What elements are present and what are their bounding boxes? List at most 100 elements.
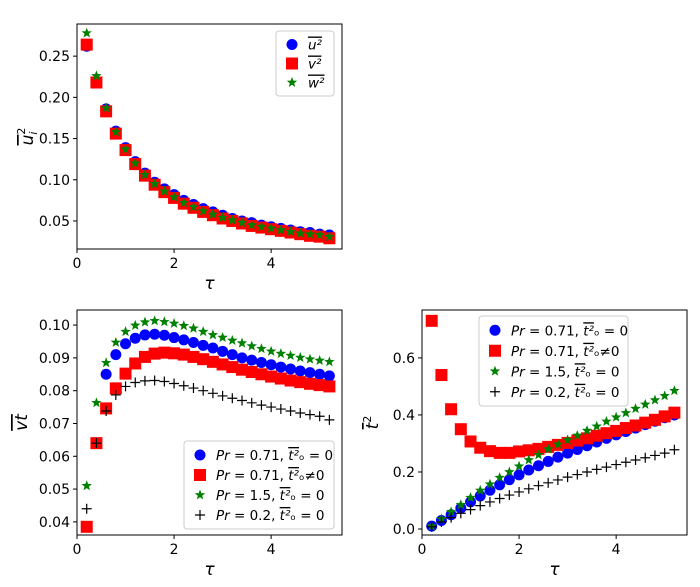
data-point (669, 385, 680, 396)
legend-label-pre: = 0.2, (525, 385, 575, 401)
legend-label-pr: Pr (511, 344, 526, 360)
data-point (187, 350, 200, 363)
data-point (80, 520, 93, 533)
data-point (110, 126, 122, 137)
y-tick-label: 0.6 (393, 351, 415, 367)
legend-label: Pr = 0.71, t²ₒ = 0 (511, 323, 628, 339)
data-point (81, 480, 92, 491)
data-point (295, 352, 306, 363)
data-point (275, 404, 286, 415)
data-point (226, 349, 238, 361)
data-point (80, 38, 93, 51)
data-point (323, 380, 336, 393)
legend-label-overlined: t² (575, 385, 586, 401)
axes-frame (421, 309, 688, 536)
y-axis-label-sub: i (27, 132, 40, 135)
data-point (217, 332, 228, 342)
data-point (139, 375, 150, 386)
legend-marker (194, 469, 206, 481)
y-tick-label: 0.04 (39, 515, 70, 531)
data-point (217, 390, 228, 401)
x-tick-label: 4 (267, 256, 276, 272)
data-point (188, 383, 199, 394)
data-point (168, 347, 181, 360)
data-point (571, 443, 583, 455)
data-point (601, 416, 612, 426)
x-tick-label: 4 (612, 542, 621, 558)
legend: Pr = 0.71, t²ₒ = 0 Pr = 0.71, t²ₒ≠0Pr = 1… (478, 315, 629, 407)
data-point (207, 388, 218, 399)
data-point (265, 222, 277, 233)
data-point (455, 508, 466, 519)
legend: Pr = 0.71, t²ₒ = 0 Pr = 0.71, t²ₒ≠0 Pr = 1… (183, 440, 335, 530)
data-point (159, 185, 170, 196)
data-point (591, 420, 602, 431)
data-point (187, 336, 199, 348)
data-point (465, 504, 476, 515)
data-points (80, 315, 336, 533)
x-tick-label: 2 (170, 256, 179, 272)
data-point (465, 492, 476, 503)
data-point (533, 449, 544, 460)
legend-label-overlined: t² (583, 344, 594, 360)
y-tick-label: 0.05 (39, 482, 70, 498)
y-axis-label: t2 (361, 416, 383, 430)
data-point (552, 474, 563, 485)
data-point (659, 390, 670, 401)
data-point (303, 377, 316, 390)
legend-label-pre: = 0.71, (230, 468, 289, 484)
legend-marker (490, 386, 500, 397)
data-point (246, 397, 257, 408)
data-point (285, 350, 296, 361)
data-point (426, 521, 437, 532)
data-point (483, 445, 496, 458)
y-tick-label: 0.20 (39, 90, 70, 106)
data-point (324, 414, 335, 425)
data-point (275, 224, 287, 235)
data-point (314, 229, 325, 240)
legend-label-pr: Pr (216, 508, 231, 524)
data-point (446, 512, 457, 523)
data-point (110, 349, 122, 361)
y-tick-label: 0.06 (39, 449, 70, 465)
legend-box (478, 315, 629, 407)
data-point (514, 486, 525, 497)
x-axis-label: τ (549, 560, 560, 580)
data-point (206, 355, 219, 368)
legend-label: Pr = 0.71, t²ₒ = 0 (216, 448, 333, 464)
y-axis-label: ui2 (15, 128, 40, 146)
data-point (572, 429, 583, 440)
data-point (435, 369, 448, 382)
data-points (80, 27, 336, 245)
legend-label: Pr = 0.71, t²ₒ≠0 (216, 468, 324, 484)
legend-marker (489, 344, 501, 357)
data-point (455, 502, 467, 514)
data-point (581, 432, 594, 445)
data-point (552, 438, 564, 449)
data-point (139, 329, 151, 341)
data-point (658, 410, 671, 423)
data-point (236, 363, 249, 376)
legend-label-pre: = 0.71, (525, 323, 584, 339)
legend-label-pre: = 1.5, (525, 364, 575, 380)
legend-label-pre: = 0.71, (230, 448, 289, 464)
data-point (601, 462, 612, 473)
data-point (226, 361, 239, 374)
legend-label-post: ₒ = 0 (594, 323, 628, 339)
data-point (314, 411, 325, 422)
data-point (178, 380, 189, 391)
data-point (562, 472, 573, 483)
legend-label: Pr = 0.2, t²ₒ = 0 (511, 385, 619, 401)
data-point (207, 208, 219, 219)
data-point (285, 226, 296, 237)
data-point (668, 406, 681, 419)
legend-marker (195, 510, 205, 520)
x-tick-label: 2 (515, 542, 524, 558)
legend-label-pre: = 1.5, (230, 488, 280, 504)
data-point (324, 231, 335, 242)
axes-frame (76, 23, 343, 250)
data-point (425, 314, 438, 327)
legend-label: Pr = 0.71, t²ₒ≠0 (511, 344, 619, 360)
legend-marker (489, 324, 501, 336)
data-point (274, 372, 287, 385)
